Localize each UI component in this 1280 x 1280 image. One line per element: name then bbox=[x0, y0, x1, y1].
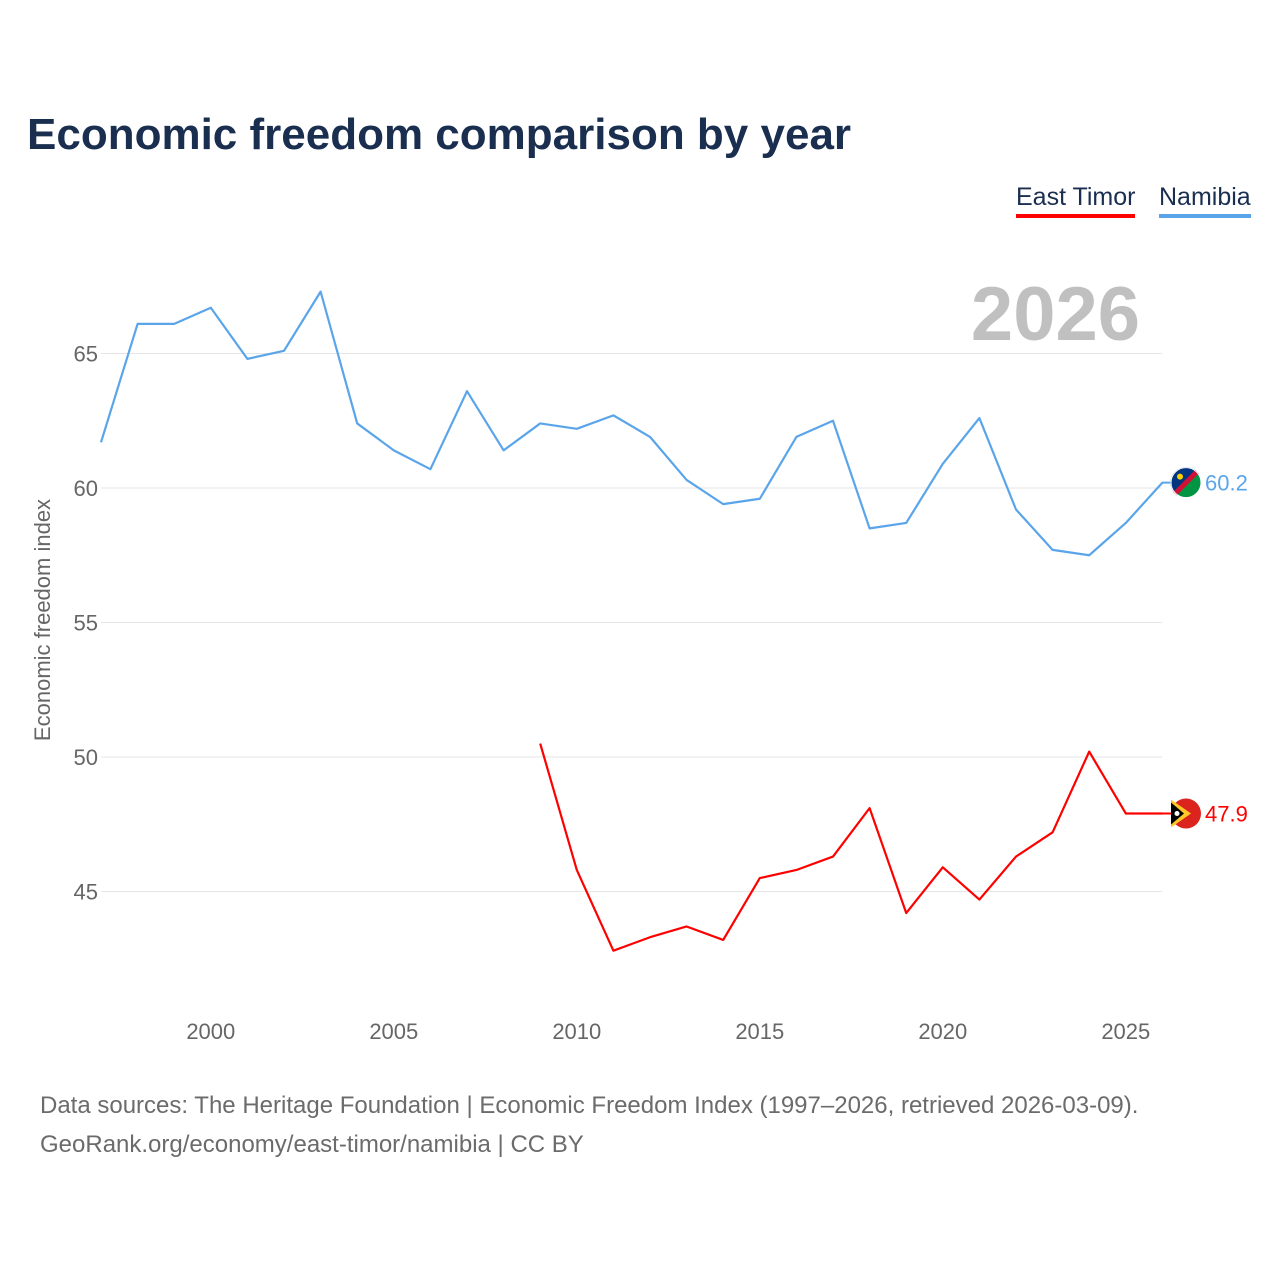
end-value-label: 60.2 bbox=[1205, 471, 1248, 496]
y-tick-label: 50 bbox=[74, 745, 98, 770]
footer: Data sources: The Heritage Foundation | … bbox=[40, 1086, 1138, 1164]
end-value-label: 47.9 bbox=[1205, 801, 1248, 826]
y-tick-label: 60 bbox=[74, 476, 98, 501]
flag-border bbox=[1170, 467, 1202, 499]
y-tick-label: 55 bbox=[74, 611, 98, 636]
flag-blue bbox=[1170, 467, 1197, 494]
flag-star bbox=[1174, 810, 1180, 816]
x-tick-label: 2010 bbox=[552, 1019, 601, 1044]
flag-stripe bbox=[1173, 469, 1199, 496]
series-line-namibia bbox=[99, 290, 1164, 557]
x-tick-label: 2020 bbox=[918, 1019, 967, 1044]
legend-namibia[interactable]: Namibia bbox=[1159, 183, 1251, 218]
y-axis-label: Economic freedom index bbox=[30, 499, 55, 741]
year-watermark: 2026 bbox=[971, 272, 1140, 357]
x-tick-label: 2025 bbox=[1101, 1019, 1150, 1044]
x-tick-label: 2015 bbox=[735, 1019, 784, 1044]
series-line-east-timor bbox=[539, 743, 1163, 952]
flag-sun bbox=[1177, 473, 1183, 480]
chart-title: Economic freedom comparison by year bbox=[27, 110, 852, 159]
x-tick-label: 2005 bbox=[369, 1019, 418, 1044]
x-tick-label: 2000 bbox=[186, 1019, 235, 1044]
y-tick-label: 45 bbox=[74, 880, 98, 905]
legend-east-timor[interactable]: East Timor bbox=[1016, 183, 1136, 218]
y-tick-label: 65 bbox=[74, 342, 98, 367]
footer-sources: Data sources: The Heritage Foundation | … bbox=[40, 1092, 1139, 1119]
footer-link[interactable]: GeoRank.org/economy/east-timor/namibia |… bbox=[40, 1131, 584, 1158]
